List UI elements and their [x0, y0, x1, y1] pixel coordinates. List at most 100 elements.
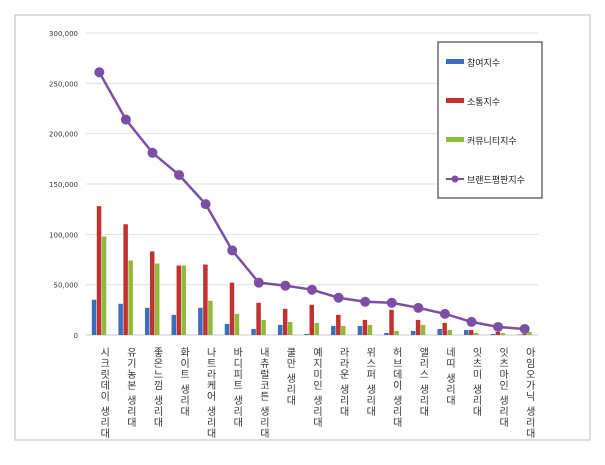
- bar-참여지수: [118, 303, 123, 335]
- x-tick-label: 위스퍼 생리대: [364, 346, 376, 417]
- bar-참여지수: [357, 325, 363, 335]
- line-point: [307, 284, 317, 295]
- bar-참여지수: [384, 332, 389, 335]
- bar-참여지수: [517, 334, 522, 335]
- line-point: [94, 67, 105, 78]
- legend-label: 커뮤니티지수: [467, 136, 517, 147]
- bar-커뮤니티지수: [500, 332, 506, 335]
- bar-커뮤니티지수: [101, 236, 107, 335]
- x-tick-label: 허브데이 생리대: [390, 347, 402, 428]
- line-point: [174, 169, 185, 180]
- x-tick-label: 화이트 생리대: [178, 347, 190, 417]
- x-tick-label: 쿨만 생리대: [284, 347, 296, 406]
- x-tick-label: 바디피트 생리대: [231, 347, 243, 428]
- bar-소통지수: [415, 319, 421, 335]
- bar-참여지수: [224, 323, 230, 335]
- line-point: [253, 277, 264, 288]
- bar-소통지수: [495, 331, 501, 335]
- bar-소통지수: [522, 333, 527, 335]
- bar-참여지수: [91, 299, 97, 335]
- x-tick-label: 유기농본 생리대: [124, 347, 136, 428]
- y-tick-label: 50,000: [54, 282, 79, 290]
- bar-참여지수: [304, 333, 309, 335]
- line-point: [200, 199, 211, 210]
- legend-label: 참여지수: [467, 57, 500, 69]
- bar-커뮤니티지수: [154, 263, 160, 335]
- bar-소통지수: [123, 224, 128, 335]
- bar-커뮤니티지수: [367, 324, 373, 335]
- bar-참여지수: [490, 333, 496, 335]
- bar-커뮤니티지수: [208, 300, 213, 335]
- bar-참여지수: [437, 328, 442, 335]
- bar-참여지수: [331, 325, 336, 335]
- bar-참여지수: [251, 328, 256, 335]
- y-tick-label: 0: [74, 332, 78, 340]
- line-point: [360, 296, 371, 307]
- bar-참여지수: [171, 314, 177, 335]
- legend-swatch-point: [451, 175, 459, 183]
- x-tick-label: 잇츠미 생리대: [470, 347, 482, 417]
- y-tick-label: 300,000: [49, 30, 78, 38]
- bar-소통지수: [256, 302, 261, 335]
- bar-소통지수: [362, 319, 368, 335]
- bar-소통지수: [282, 308, 288, 335]
- bar-소통지수: [309, 304, 314, 335]
- legend: [437, 41, 543, 199]
- x-tick-label: 라라운 생리대: [337, 347, 349, 417]
- bar-커뮤니티지수: [527, 331, 532, 335]
- x-tick-label: 시크릿데이 생리대: [98, 347, 110, 439]
- bar-커뮤니티지수: [261, 319, 266, 335]
- line-point: [439, 308, 450, 319]
- legend-swatch: [446, 137, 464, 142]
- line-point: [333, 292, 344, 303]
- y-tick-label: 250,000: [49, 80, 78, 88]
- bar-소통지수: [203, 264, 208, 335]
- bar-참여지수: [410, 330, 416, 335]
- bar-소통지수: [442, 322, 447, 335]
- bar-소통지수: [229, 282, 235, 335]
- bar-소통지수: [336, 314, 341, 335]
- x-tick-label: 좋은느낌 생리대: [151, 347, 163, 428]
- bar-참여지수: [198, 307, 203, 335]
- line-point: [386, 297, 397, 308]
- line-point: [493, 321, 504, 332]
- bar-커뮤니티지수: [287, 321, 293, 335]
- legend-swatch: [446, 98, 464, 103]
- x-tick-label: 앨리스 생리대: [417, 346, 429, 417]
- bar-커뮤니티지수: [314, 322, 319, 335]
- bar-소통지수: [149, 251, 155, 335]
- bar-참여지수: [277, 324, 283, 335]
- bar-커뮤니티지수: [474, 332, 479, 335]
- legend-label: 브랜드평판지수: [467, 175, 525, 186]
- line-point: [280, 280, 291, 291]
- bar-소통지수: [96, 206, 102, 335]
- bar-커뮤니티지수: [420, 324, 426, 335]
- y-tick-label: 100,000: [49, 231, 78, 239]
- legend-swatch: [446, 59, 464, 64]
- x-tick-label: 네띠 생리대: [443, 347, 455, 406]
- bar-소통지수: [469, 329, 474, 335]
- bar-커뮤니티지수: [394, 330, 399, 335]
- x-tick-label: 내츄럴코튼 생리대: [257, 347, 269, 439]
- line-point: [227, 245, 238, 256]
- bar-소통지수: [176, 265, 182, 335]
- bar-커뮤니티지수: [341, 325, 346, 335]
- y-tick-label: 200,000: [49, 131, 78, 139]
- x-tick-label: 예지미인 생리대: [311, 347, 323, 428]
- y-tick-label: 150,000: [49, 181, 78, 189]
- x-tick-label: 아임오가닉 생리대: [523, 347, 535, 439]
- bar-참여지수: [144, 307, 150, 335]
- bar-소통지수: [389, 309, 394, 335]
- bar-커뮤니티지수: [128, 260, 133, 335]
- legend-label: 소통지수: [467, 97, 500, 108]
- line-point: [519, 323, 530, 334]
- line-point: [120, 114, 131, 125]
- bar-커뮤니티지수: [447, 329, 452, 335]
- bar-커뮤니티지수: [181, 265, 187, 335]
- bar-참여지수: [464, 329, 469, 335]
- line-point: [147, 147, 158, 158]
- bar-커뮤니티지수: [234, 313, 240, 335]
- x-tick-label: 나트라케어 생리대: [204, 347, 216, 439]
